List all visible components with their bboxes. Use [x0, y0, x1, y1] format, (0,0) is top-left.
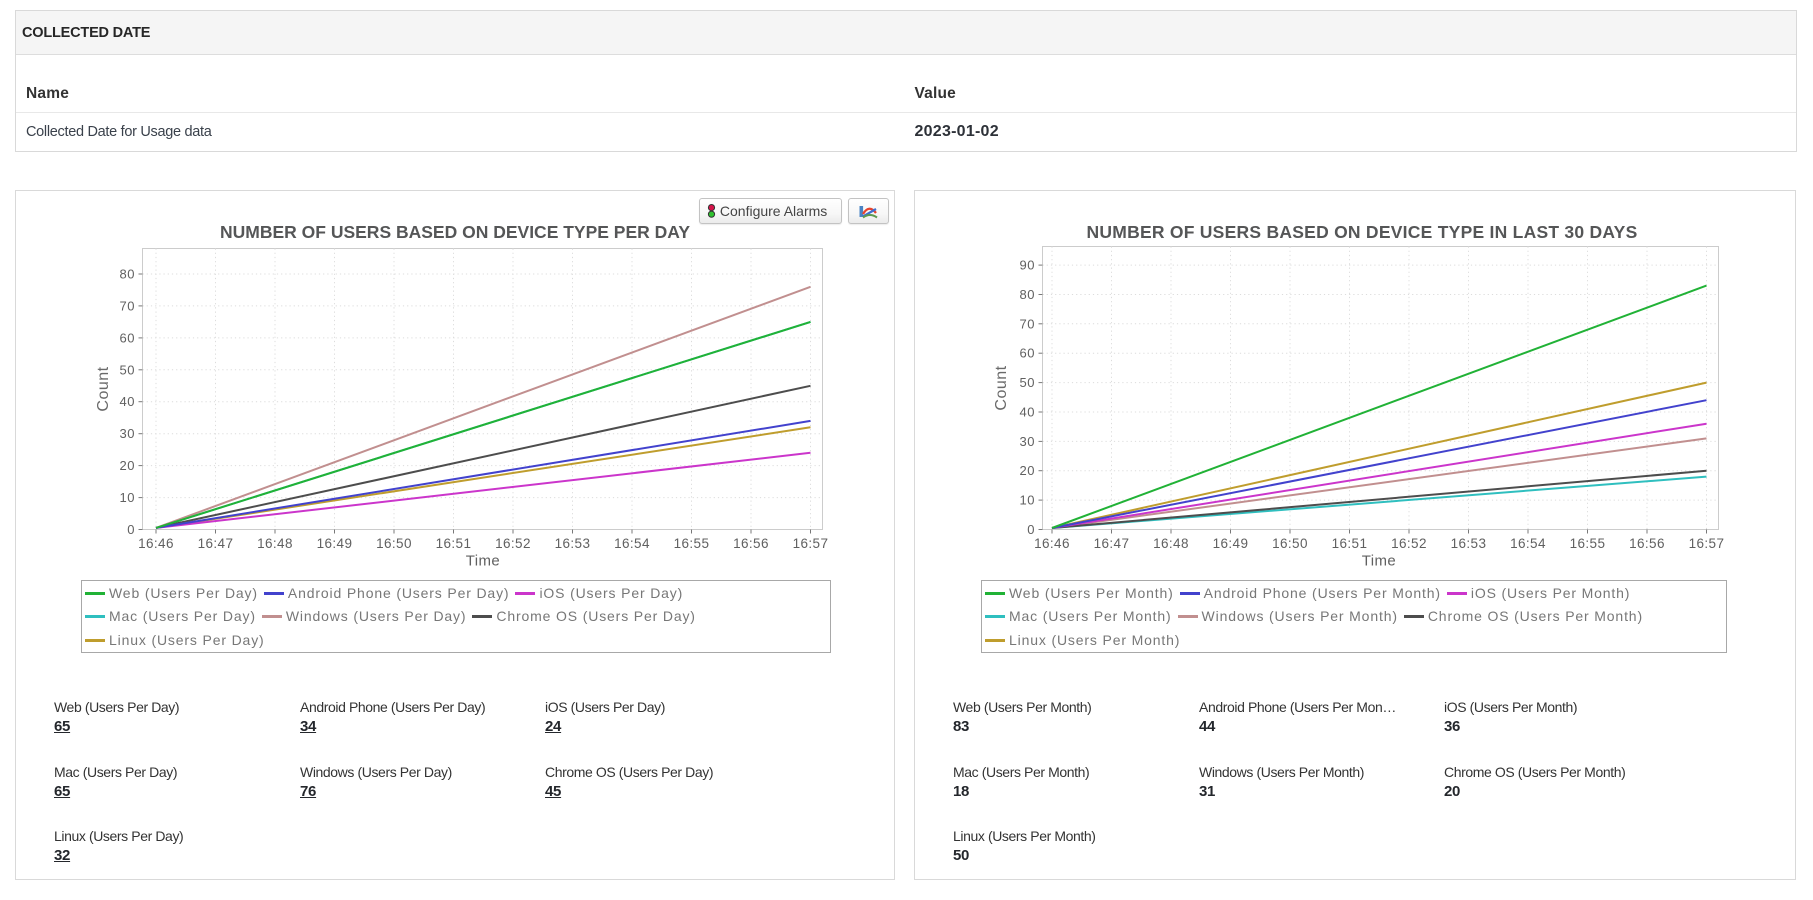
svg-text:16:49: 16:49	[317, 536, 353, 551]
svg-text:16:56: 16:56	[1629, 536, 1665, 551]
svg-text:16:54: 16:54	[1510, 536, 1546, 551]
svg-text:16:54: 16:54	[614, 536, 650, 551]
svg-text:16:50: 16:50	[376, 536, 412, 551]
svg-text:16:48: 16:48	[1153, 536, 1189, 551]
svg-text:16:53: 16:53	[555, 536, 591, 551]
svg-text:20: 20	[1020, 463, 1035, 478]
svg-text:16:51: 16:51	[436, 536, 472, 551]
svg-text:16:49: 16:49	[1213, 536, 1249, 551]
svg-text:16:52: 16:52	[495, 536, 531, 551]
svg-text:16:46: 16:46	[1034, 536, 1070, 551]
svg-text:16:55: 16:55	[674, 536, 710, 551]
svg-text:16:46: 16:46	[138, 536, 174, 551]
svg-text:Count: Count	[993, 365, 1010, 410]
svg-text:16:48: 16:48	[257, 536, 293, 551]
svg-text:30: 30	[1020, 434, 1035, 449]
svg-text:16:53: 16:53	[1451, 536, 1487, 551]
svg-text:40: 40	[120, 394, 135, 409]
svg-text:16:57: 16:57	[1689, 536, 1725, 551]
svg-text:16:52: 16:52	[1391, 536, 1427, 551]
svg-text:10: 10	[1020, 493, 1035, 508]
svg-text:80: 80	[120, 267, 135, 282]
svg-text:16:51: 16:51	[1332, 536, 1368, 551]
svg-text:20: 20	[120, 458, 135, 473]
svg-text:90: 90	[1020, 258, 1035, 273]
svg-text:16:47: 16:47	[1094, 536, 1130, 551]
svg-text:60: 60	[1020, 346, 1035, 361]
svg-text:70: 70	[120, 298, 135, 313]
svg-text:10: 10	[120, 490, 135, 505]
svg-text:60: 60	[120, 330, 135, 345]
svg-text:0: 0	[1027, 522, 1035, 537]
svg-text:Time: Time	[1362, 553, 1396, 570]
svg-text:40: 40	[1020, 405, 1035, 420]
svg-text:16:56: 16:56	[733, 536, 769, 551]
svg-text:50: 50	[120, 362, 135, 377]
svg-text:80: 80	[1020, 287, 1035, 302]
svg-text:Count: Count	[95, 366, 112, 411]
svg-text:16:55: 16:55	[1570, 536, 1606, 551]
svg-text:Time: Time	[466, 553, 500, 570]
svg-text:0: 0	[127, 522, 135, 537]
svg-text:50: 50	[1020, 375, 1035, 390]
svg-text:16:57: 16:57	[793, 536, 829, 551]
svg-text:70: 70	[1020, 316, 1035, 331]
svg-text:30: 30	[120, 426, 135, 441]
svg-text:16:50: 16:50	[1272, 536, 1308, 551]
svg-text:16:47: 16:47	[198, 536, 234, 551]
